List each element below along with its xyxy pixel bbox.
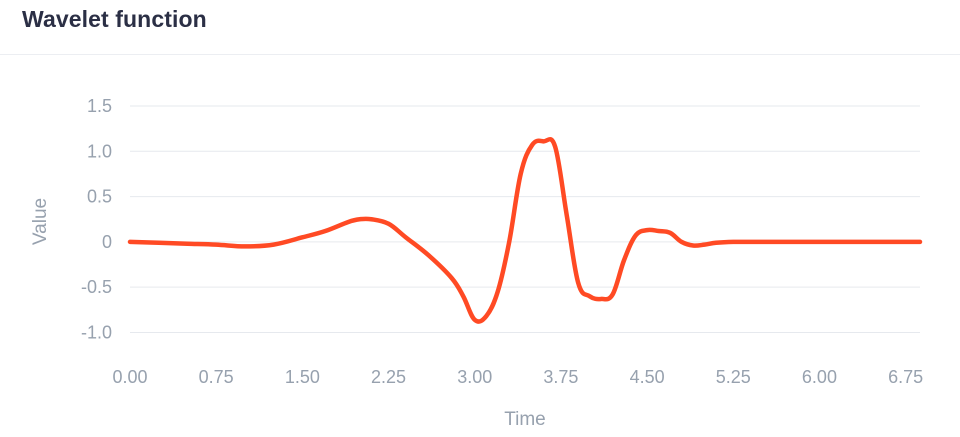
x-tick-label: 4.50 xyxy=(630,367,665,387)
x-tick-label: 6.75 xyxy=(888,367,923,387)
wavelet-series-line xyxy=(127,136,923,324)
x-tick-label: 3.00 xyxy=(457,367,492,387)
x-tick-labels: 0.00 0.75 1.50 2.25 3.00 3.75 4.50 5.25 6.00 6.75 xyxy=(112,367,923,387)
x-tick-label: 1.50 xyxy=(285,367,320,387)
x-tick-label: 0.75 xyxy=(199,367,234,387)
y-tick-label: 1.5 xyxy=(87,96,112,116)
x-tick-label: 0.00 xyxy=(112,367,147,387)
y-tick-label: 0.5 xyxy=(87,187,112,207)
grid-layer xyxy=(130,105,920,333)
x-tick-label: 6.00 xyxy=(802,367,837,387)
y-tick-label: -0.5 xyxy=(81,277,112,297)
y-tick-label: 1.0 xyxy=(87,141,112,161)
x-axis-title: Time xyxy=(504,409,546,430)
y-tick-labels: 1.5 1.0 0.5 0 -0.5 -1.0 xyxy=(81,96,112,342)
y-tick-label: 0 xyxy=(102,232,112,252)
chart-title: Wavelet function xyxy=(22,6,207,32)
y-axis-title: Value xyxy=(30,198,51,245)
card-header: Wavelet function xyxy=(0,0,960,55)
x-tick-label: 5.25 xyxy=(716,367,751,387)
y-tick-label: -1.0 xyxy=(81,322,112,342)
x-tick-label: 2.25 xyxy=(371,367,406,387)
chart-area: 1.5 1.0 0.5 0 -0.5 -1.0 0.00 0.75 1.50 2.25 3.00 3… xyxy=(0,56,960,437)
series-layer xyxy=(127,136,923,324)
x-tick-label: 3.75 xyxy=(543,367,578,387)
wavelet-chart: 1.5 1.0 0.5 0 -0.5 -1.0 0.00 0.75 1.50 2.25 3.00 3… xyxy=(30,96,923,430)
